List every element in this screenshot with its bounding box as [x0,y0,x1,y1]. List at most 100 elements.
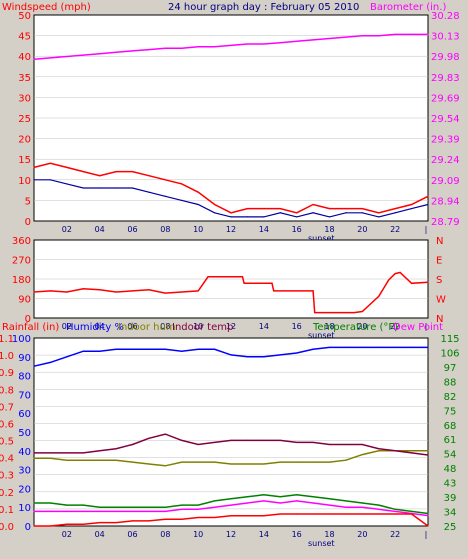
panel3-rain-tick-label: 0.5 [0,437,14,448]
panel2-left-tick-label: 270 [12,256,31,267]
wind-direction-series-point [33,291,35,293]
barometer-series-point [410,33,413,35]
panel1-x-tick-end: | [425,225,428,234]
rainfall-series-point [427,525,429,527]
panel2-x-tick-label: 02 [62,322,72,331]
indoor-humidity-series-point [115,459,117,461]
panel3-x-tick-label: 08 [160,530,170,539]
wind-average-series-point [197,203,199,206]
dew-point-series-point [49,510,52,512]
wind-direction-series-point [66,291,68,293]
dew-point-series-point [394,510,396,512]
wind-average-series-point [33,179,35,181]
humidity-series-point [328,346,331,348]
panel2-right-tick-label: E [436,256,442,267]
windspeed-series-point [410,203,413,206]
humidity-series-point [66,356,68,358]
panel3-humidity-tick-label: 100 [12,334,31,345]
panel3-rain-tick-label: 0.7 [0,402,14,413]
panel1-x-tick-label: 16 [292,225,302,234]
barometer-series-point [33,58,35,60]
windspeed-series-point [82,170,84,173]
panel3-x-tick-end: | [425,530,428,539]
windspeed-series-point [49,162,52,164]
temperature-series-point [263,494,265,496]
indoor-humidity-series-point [263,463,265,465]
panel2-x-tick-label: 04 [95,322,105,331]
panel3-humidity-tick-label: 50 [18,428,31,439]
humidity-series-point [49,361,52,364]
humidity-series-point [263,356,265,358]
dew-point-series-point [345,506,347,508]
indoor-humidity-series-point [99,459,101,461]
indoor-temp-series-point [99,450,101,452]
panel1-right-tick-label: 29.24 [431,155,460,166]
wind-average-series-point [230,216,232,218]
panel1-left-tick-label: 30 [18,93,31,104]
rainfall-series-point [345,513,347,515]
temperature-series-point [361,502,363,504]
wind-average-series-point [361,212,363,214]
wind-direction-series-point [378,295,380,297]
panel3-humidity-tick-label: 20 [18,484,31,495]
panel1-right-tick-label: 28.94 [431,196,460,207]
temperature-series-point [197,504,199,506]
indoor-humidity-series-point [328,461,331,463]
panel2-x-tick-label: 22 [390,322,400,331]
dew-point-series-point [33,510,35,512]
humidity-series-point [361,346,363,348]
rainfall-series-point [361,513,363,515]
wind-direction-series-point [399,271,401,274]
wind-average-series-point [148,191,150,193]
barometer-series-point [66,55,68,58]
wind-direction-series-point [115,291,117,293]
barometer-series-point [345,36,347,38]
wind-average-series-point [279,212,281,214]
wind-direction-series-point [314,311,316,314]
indoor-temp-series-point [82,452,84,454]
panel3-humidity-tick-label: 30 [18,466,31,477]
barometer-series-point [82,54,84,56]
panel3-label-temperature: Temperature (°F) [312,322,398,333]
wind-average-series-point [410,208,413,210]
wind-average-series-point [99,187,101,189]
indoor-temp-series-point [263,439,265,441]
panel2-left-tick-label: 90 [18,295,31,306]
wind-average-series-point [213,212,216,214]
panel3-temp-tick-label: 106 [440,348,459,359]
temperature-series-point [246,496,249,498]
barometer-series-point [115,51,117,53]
windspeed-series-point [394,208,396,210]
wind-direction-series-point [394,272,396,275]
rainfall-series-point [296,513,298,515]
panel3-temp-tick-label: 54 [444,450,457,461]
rainfall-series-point [181,518,183,520]
wind-average-series-point [66,183,68,185]
panel2-right-tick-label: N [436,314,443,325]
panel1-left-tick-label: 20 [18,135,31,146]
panel1-right-tick-label: 29.98 [431,52,460,63]
indoor-temp-series-point [230,439,232,441]
dew-point-series-point [296,500,298,502]
panel1-left-tick-label: 45 [18,32,31,43]
panel2-x-tick-label: 08 [160,322,170,331]
windspeed-series-point [296,212,298,214]
indoor-humidity-series-point [33,457,35,459]
temperature-series-point [410,510,413,512]
panel3-temp-tick-label: 39 [444,493,457,504]
panel3-x-tick-label: 22 [390,530,400,539]
indoor-humidity-series-point [427,450,429,452]
wind-direction-series-point [353,311,355,314]
panel1-right-tick-label: 28.79 [431,217,460,228]
panel3-temp-tick-label: 68 [444,421,457,432]
indoor-temp-series-point [213,441,216,444]
wind-average-series-point [345,212,347,214]
windspeed-series-point [312,203,314,206]
humidity-series-point [296,352,298,354]
panel3-x-tick-label: 14 [259,530,269,539]
panel3-x-tick-label: 18 [324,530,334,539]
barometer-series-point [279,42,281,44]
dew-point-series-point [148,510,150,512]
indoor-temp-series-point [197,443,199,446]
panel2-x-tick-label: 12 [226,322,236,331]
